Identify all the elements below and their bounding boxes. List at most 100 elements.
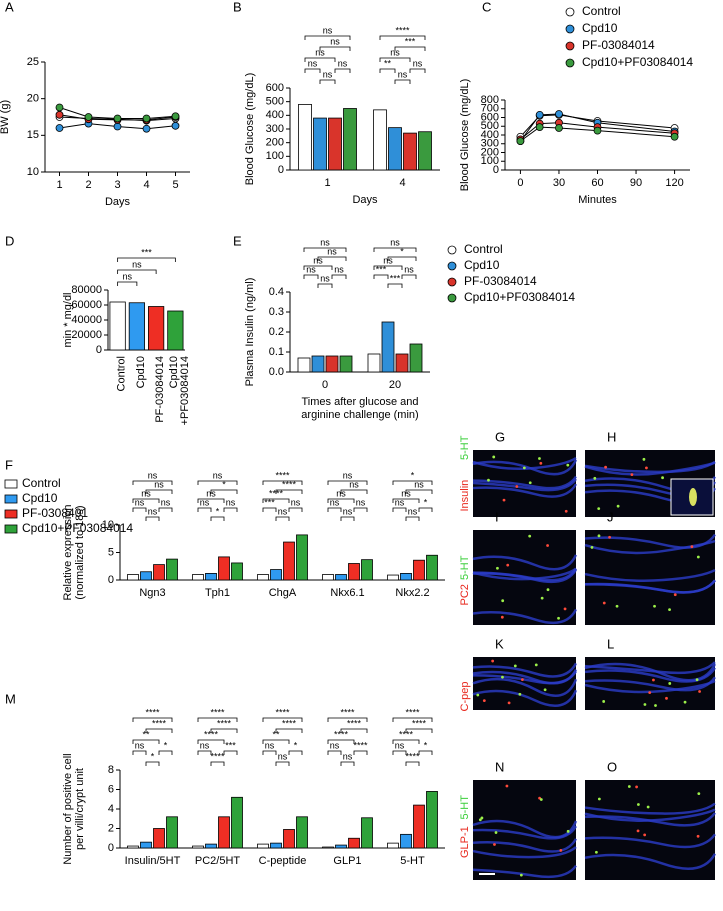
y-tick-label: 700 [481, 103, 499, 115]
significance-bracket [379, 35, 426, 40]
cell-signal [521, 678, 524, 682]
legend-marker [4, 524, 18, 534]
significance-label: **** [210, 751, 225, 761]
significance-bracket [392, 507, 407, 512]
y-axis-label: Plasma Insulin (ng/ml) [244, 278, 256, 387]
legend-marker [565, 24, 575, 34]
significance-label: ns [330, 740, 340, 750]
y-tick-label: 400 [266, 109, 284, 121]
tissue-outline [472, 459, 578, 476]
y-tick-label: 500 [481, 120, 499, 132]
bar [395, 353, 409, 373]
significance-bracket [317, 256, 347, 261]
significance-bracket [387, 256, 417, 261]
significance-label: *** [390, 273, 401, 283]
x-tick-label: 5 [172, 179, 178, 191]
significance-bracket [210, 489, 238, 494]
significance-label: ns [338, 58, 348, 68]
legend-label: Cpd10 [464, 258, 500, 272]
significance-label: ns [343, 751, 353, 761]
legend-label: Cpd10 [22, 491, 58, 505]
x-tick-label: Control [116, 356, 128, 391]
bar [426, 791, 438, 849]
data-point [535, 110, 544, 119]
y-tick-label: 800 [481, 94, 499, 106]
cell-signal [697, 792, 701, 796]
cell-signal [513, 664, 517, 668]
significance-bracket [262, 717, 303, 722]
x-axis-label: Times after glucose and [302, 396, 419, 408]
significance-label: * [222, 479, 226, 489]
y-tick-label: 0 [108, 574, 114, 586]
significance-label: **** [405, 751, 420, 761]
tissue-outline [584, 579, 716, 594]
y-tick-label: 0.4 [269, 286, 284, 298]
cell-signal [543, 688, 547, 692]
x-tick-label: +PF03084014 [179, 356, 191, 425]
cell-signal [590, 546, 594, 549]
tissue-outline [584, 808, 716, 822]
legend-label: Cpd10+PF03084014 [582, 55, 693, 69]
bar [218, 556, 230, 581]
significance-label: ** [142, 729, 150, 739]
significance-bracket [340, 728, 368, 733]
significance-label: *** [225, 740, 236, 750]
cell-signal [564, 509, 568, 513]
significance-label: ns [401, 488, 411, 498]
tissue-outline [584, 539, 716, 555]
x-tick-label: Ngn3 [139, 587, 165, 599]
data-point [535, 123, 544, 132]
y-tick-label: 200 [266, 137, 284, 149]
cell-signal [642, 457, 646, 461]
y-tick-label: 0.0 [269, 366, 284, 378]
cell-signal [482, 699, 486, 703]
cell-signal [608, 535, 611, 539]
x-axis-label: Days [105, 196, 131, 208]
bar [413, 559, 425, 581]
significance-bracket [197, 507, 212, 512]
significance-bracket [158, 507, 173, 512]
tissue-outline [472, 608, 578, 625]
significance-label: ns [226, 497, 236, 507]
significance-bracket [373, 274, 389, 279]
significance-bracket [327, 498, 355, 503]
data-point [555, 110, 563, 118]
significance-label: ns [343, 470, 353, 480]
significance-bracket [303, 265, 333, 270]
bar [296, 816, 308, 849]
tissue-outline [584, 662, 717, 682]
stain-label: 5-HT [459, 435, 471, 460]
cell-signal [502, 498, 506, 502]
y-tick-label: 100 [266, 150, 284, 162]
x-tick-label: Tph1 [205, 587, 230, 599]
bar [335, 574, 347, 581]
legend-label: Control [464, 242, 503, 256]
significance-label: * [411, 470, 415, 480]
significance-bracket [197, 739, 225, 744]
legend-label: PF-0308401 [22, 506, 88, 520]
cell-signal [615, 604, 619, 608]
y-tick-label: 6 [108, 783, 114, 795]
y-tick-label: 20000 [71, 329, 102, 341]
y-tick-label: 0 [108, 842, 114, 854]
cell-signal [648, 691, 652, 695]
legend-marker [447, 261, 457, 271]
bar [128, 302, 145, 351]
cell-signal [491, 659, 495, 663]
data-point [55, 124, 64, 132]
bar [148, 306, 165, 351]
bar [313, 117, 327, 171]
significance-bracket [132, 717, 173, 722]
significance-label: **** [204, 729, 219, 739]
significance-label: ns [291, 497, 301, 507]
x-tick-label: 1 [56, 179, 62, 191]
significance-bracket [392, 750, 407, 755]
significance-label: ns [135, 497, 145, 507]
bar [298, 104, 312, 171]
bar [296, 534, 308, 581]
y-tick-label: 4 [108, 803, 114, 815]
tissue-outline [584, 679, 716, 694]
panel-letter: J [607, 509, 614, 524]
bar [270, 569, 282, 581]
bar [328, 117, 342, 171]
